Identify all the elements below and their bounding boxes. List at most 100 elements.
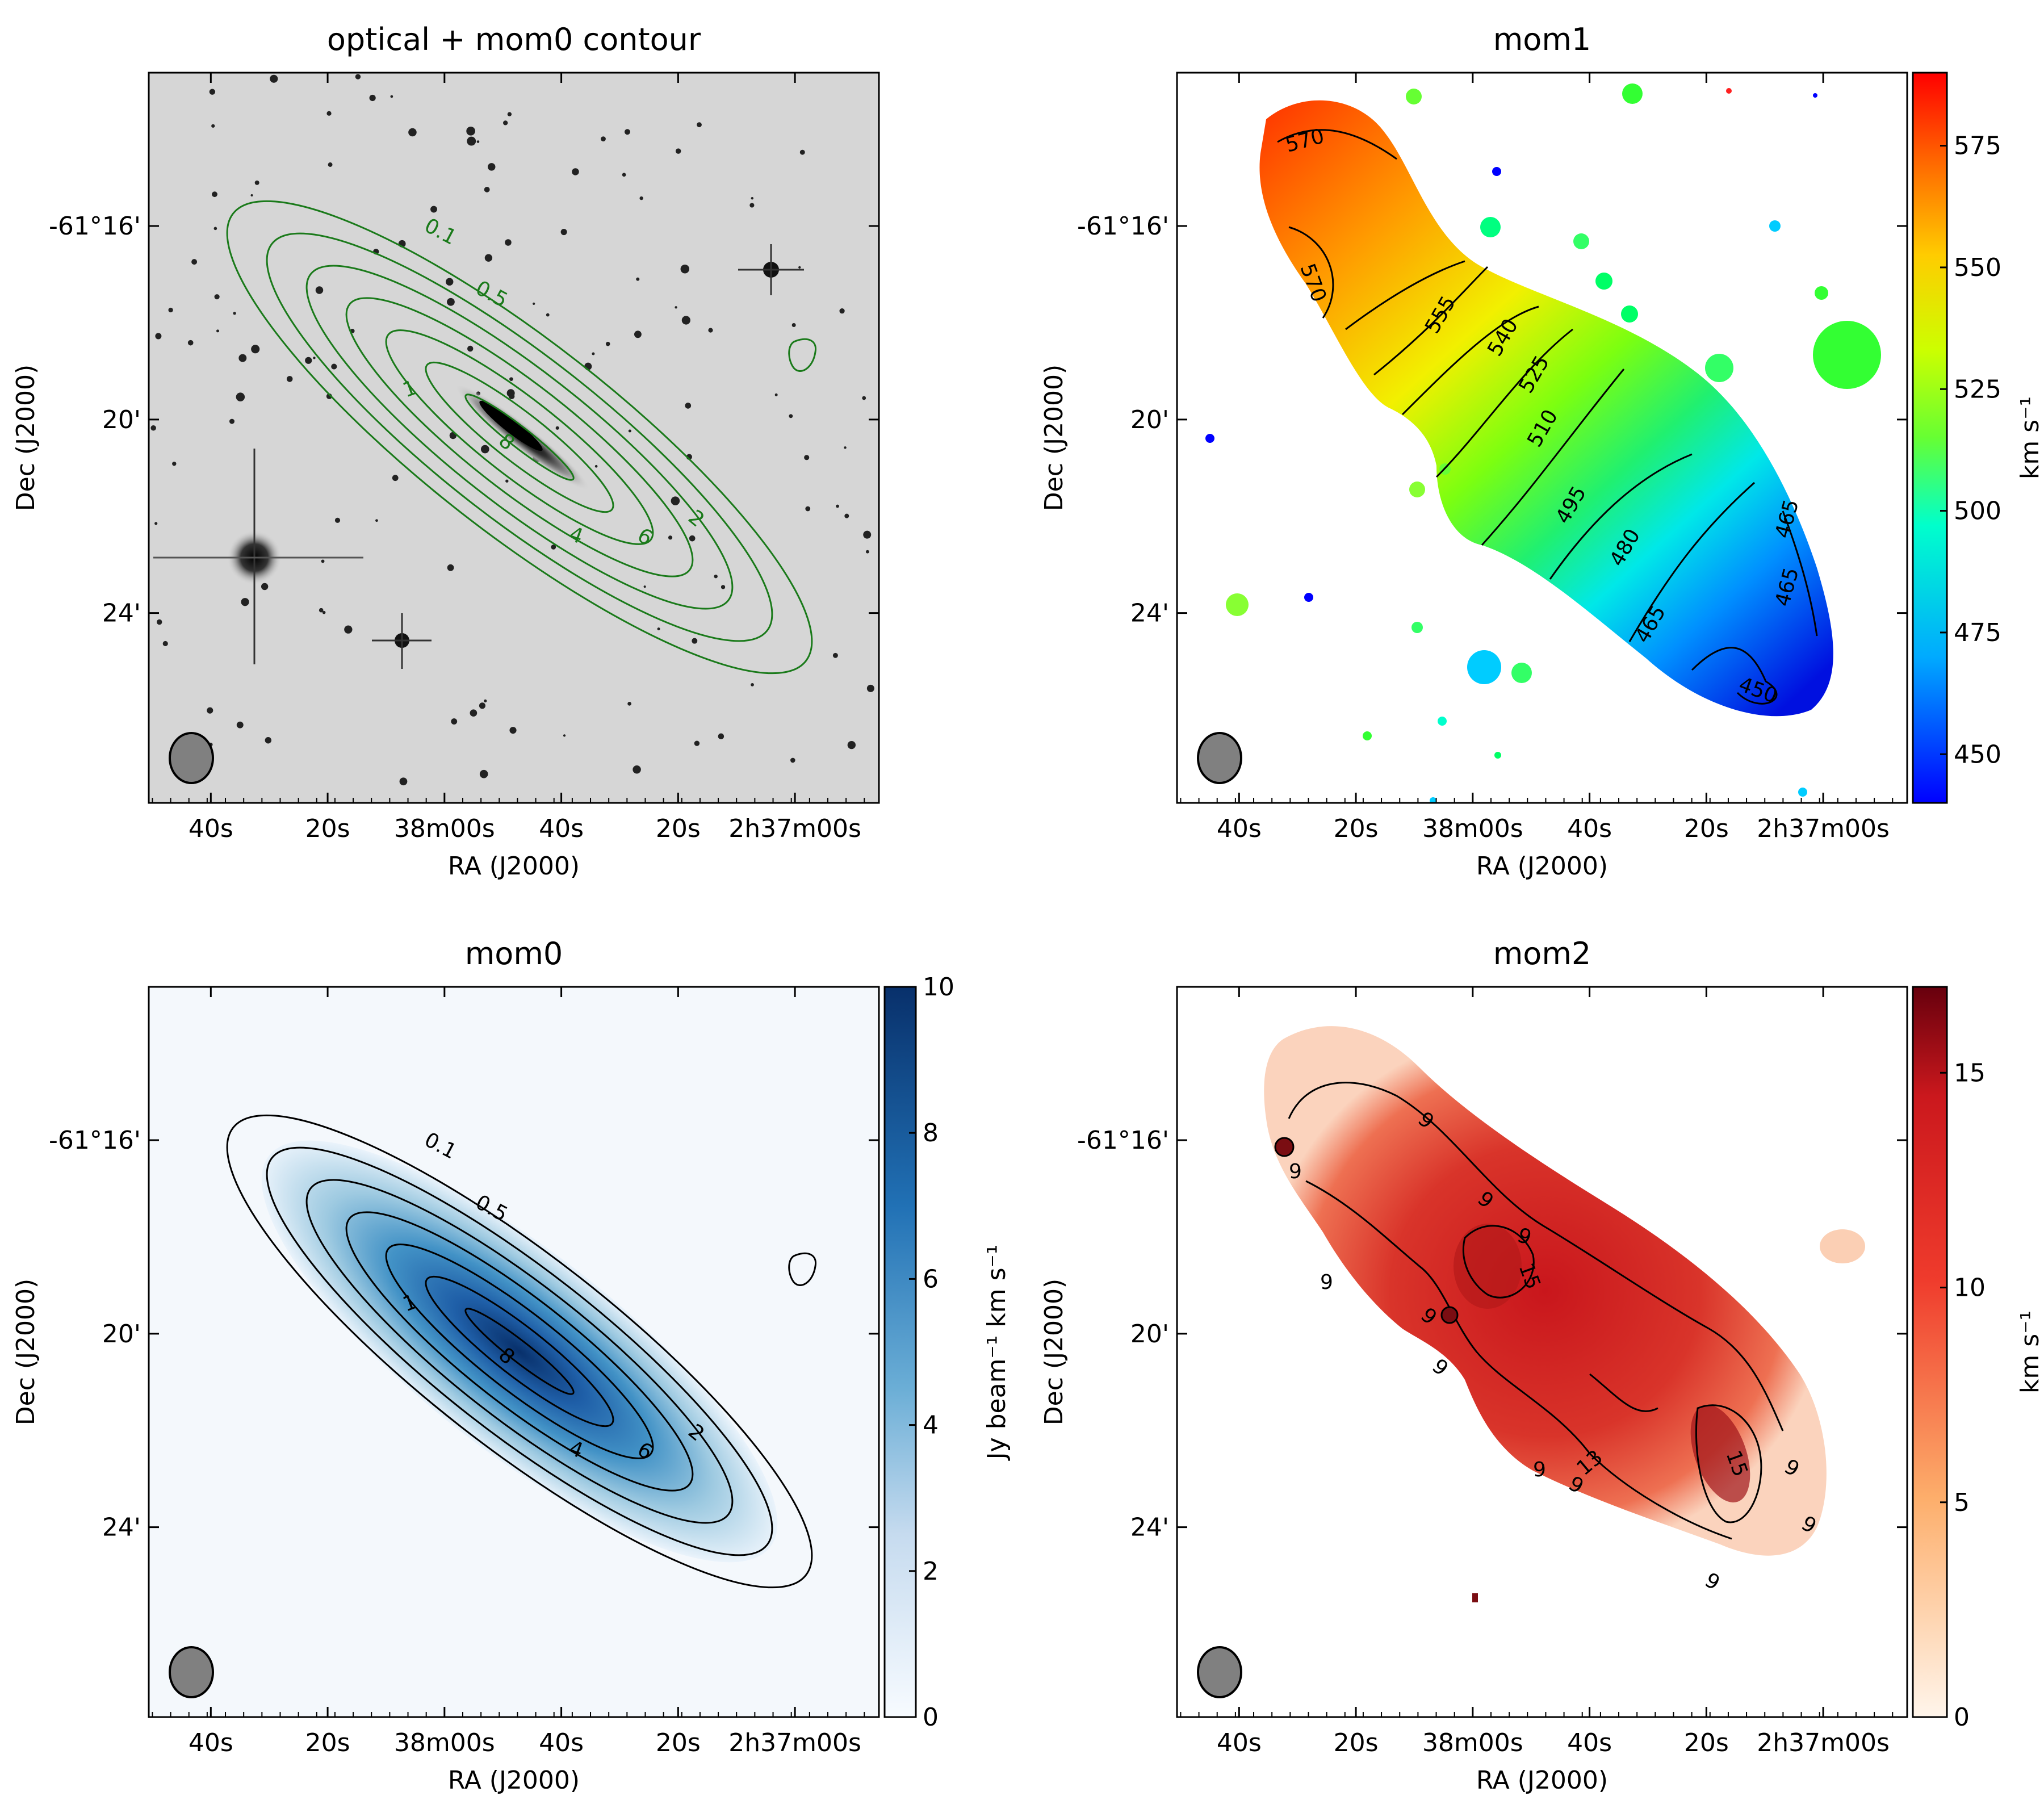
colorbar-ticks: 575 550 525 500 475 450 — [1940, 132, 2001, 769]
panel-title: mom1 — [1493, 22, 1591, 57]
noise-patch — [1480, 217, 1501, 237]
isovelocity-contours — [1277, 129, 1818, 705]
dispersion-map — [1264, 1026, 1827, 1556]
noise-patch — [1813, 321, 1881, 389]
axis-ticks: 40s 20s 38m00s 40s 20s 2h37m00s -61°16' 20' 24' — [49, 73, 879, 843]
contour-island — [788, 1252, 816, 1286]
x-tick-label: 40s — [539, 1728, 584, 1757]
axis-ticks: 40s 20s 38m00s 40s 20s 2h37m00s -61°16' 20' 24' — [49, 987, 879, 1757]
star — [749, 203, 755, 208]
beam-ellipse — [169, 1646, 214, 1698]
star — [229, 418, 234, 424]
star — [261, 583, 269, 591]
star — [847, 740, 856, 750]
star — [708, 328, 713, 333]
noise-patch — [1363, 731, 1372, 740]
colorbar-ticks: 10 8 6 4 2 0 — [909, 973, 954, 1732]
star — [270, 74, 278, 83]
y-tick-label: 20' — [102, 1320, 141, 1349]
y-axis-label: Dec (J2000) — [11, 365, 40, 511]
star — [355, 74, 361, 79]
star — [155, 333, 162, 340]
star — [692, 638, 698, 644]
star — [209, 89, 216, 95]
star — [331, 363, 337, 370]
panel-title: mom0 — [465, 936, 563, 972]
noise-patch — [1798, 788, 1807, 797]
axes-frame — [1176, 72, 1908, 804]
star — [627, 701, 631, 706]
star — [476, 140, 480, 143]
star — [865, 550, 869, 554]
star — [408, 128, 417, 137]
contour-level — [345, 1211, 694, 1492]
x-tick-label: 2h37m00s — [1757, 1728, 1890, 1757]
noise-patch — [1467, 650, 1501, 684]
x-tick-label: 40s — [189, 814, 233, 843]
y-tick-label: -61°16' — [1077, 1126, 1169, 1155]
contour-label: 9 — [1320, 1271, 1333, 1294]
colorbar-tick-label: 450 — [1954, 740, 2001, 769]
y-tick-label: 24' — [102, 1513, 141, 1542]
star — [503, 120, 508, 125]
x-tick-label: 38m00s — [394, 814, 495, 843]
star — [668, 535, 673, 540]
star — [863, 530, 872, 539]
star — [694, 740, 700, 746]
star — [430, 206, 437, 213]
x-tick-label: 40s — [1567, 1728, 1612, 1757]
star — [390, 95, 393, 98]
colorbar-tick-label: 2 — [923, 1557, 939, 1586]
y-tick-label: 20' — [102, 405, 141, 434]
star — [241, 598, 249, 606]
star — [451, 718, 458, 725]
beam-ellipse — [1197, 1646, 1242, 1698]
contour-level — [266, 1146, 773, 1556]
star — [484, 254, 493, 262]
star — [714, 574, 718, 579]
y-tick-label: 24' — [1130, 1513, 1169, 1542]
contour-level — [305, 265, 734, 610]
contour-level — [385, 329, 654, 545]
star — [505, 239, 512, 246]
star — [319, 608, 324, 613]
star — [546, 313, 550, 317]
star — [560, 229, 567, 236]
x-tick-label: 38m00s — [394, 1728, 495, 1757]
noise-patch — [1430, 797, 1436, 803]
noise-patch — [1705, 354, 1733, 382]
contour-level — [226, 200, 813, 675]
star — [168, 307, 173, 313]
y-tick-label: 24' — [1130, 599, 1169, 628]
noise-patch — [1438, 717, 1447, 726]
colorbar-ticks: 15 10 5 0 — [1940, 1058, 1986, 1732]
star — [212, 191, 217, 198]
noise-patch — [1813, 93, 1817, 98]
y-tick-label: 20' — [1130, 1320, 1169, 1349]
noise-patch — [1406, 89, 1422, 104]
noise-patch — [1226, 593, 1249, 616]
star — [447, 564, 454, 571]
star — [375, 519, 378, 522]
y-tick-label: 20' — [1130, 405, 1169, 434]
star — [265, 737, 272, 744]
colorbar-label: Jy beam⁻¹ km s⁻¹ — [982, 1245, 1011, 1462]
axes-frame — [148, 72, 880, 804]
star — [681, 316, 690, 325]
x-tick-label: 20s — [305, 814, 350, 843]
star — [150, 425, 156, 431]
star — [798, 266, 801, 269]
contour-level — [266, 232, 773, 642]
star — [207, 707, 213, 714]
star — [832, 652, 838, 658]
star — [844, 446, 847, 449]
x-tick-label: 40s — [189, 1728, 233, 1757]
y-tick-label: -61°16' — [49, 1126, 141, 1155]
x-tick-label: 20s — [1334, 1728, 1379, 1757]
contour-level — [425, 361, 614, 513]
colorbar: 575 550 525 500 475 450 km s⁻¹ — [1912, 72, 2044, 804]
star — [675, 148, 681, 154]
contour-level — [464, 1308, 575, 1395]
